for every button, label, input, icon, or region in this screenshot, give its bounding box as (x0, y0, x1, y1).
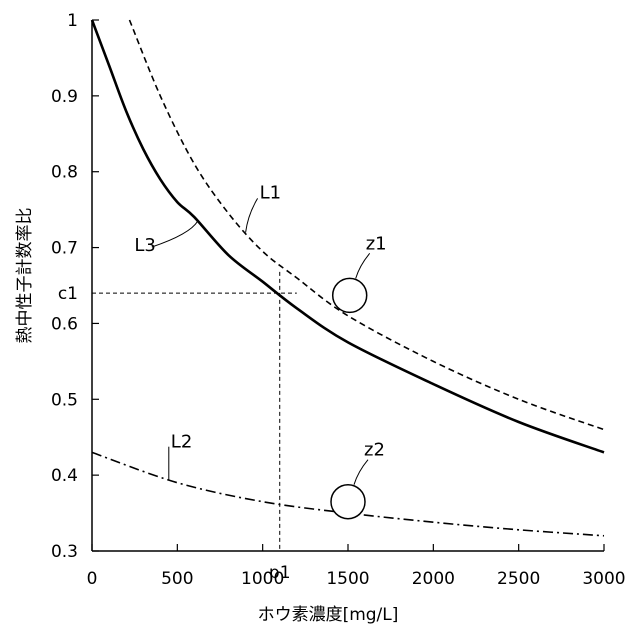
y-tick-label: 0.4 (51, 466, 78, 486)
x-tick-label: 0 (87, 569, 98, 589)
y-tick-label: 0.5 (51, 390, 78, 410)
series-line-l3 (92, 20, 604, 452)
label-l3: L3 (134, 235, 155, 256)
y-tick-label: 0.8 (51, 163, 78, 183)
c1-label: c1 (58, 284, 78, 304)
x-tick-label: 500 (161, 569, 193, 589)
leader-z1 (356, 253, 370, 278)
x-tick-label: 2500 (497, 569, 540, 589)
x-tick-label: 3000 (582, 569, 625, 589)
label-z2: z2 (364, 440, 385, 461)
y-tick-label: 0.3 (51, 542, 78, 562)
leader-l3 (152, 221, 198, 247)
leader-z2 (354, 460, 368, 485)
circle-z1 (333, 278, 367, 312)
x-tick-label: 1500 (326, 569, 369, 589)
p1-label: p1 (269, 563, 291, 583)
y-tick-label: 0.7 (51, 239, 78, 259)
y-tick-label: 0.6 (51, 314, 78, 334)
circle-z2 (331, 485, 365, 519)
y-tick-label: 1 (67, 11, 78, 31)
leader-l1 (246, 198, 258, 232)
x-axis-title: ホウ素濃度[mg/L] (258, 605, 399, 625)
label-z1: z1 (366, 233, 387, 254)
x-tick-label: 2000 (412, 569, 455, 589)
label-l2: L2 (171, 432, 192, 453)
label-l1: L1 (260, 182, 281, 203)
y-tick-label: 0.9 (51, 87, 78, 107)
y-axis-title: 熱中性子計数率比 (15, 208, 35, 344)
